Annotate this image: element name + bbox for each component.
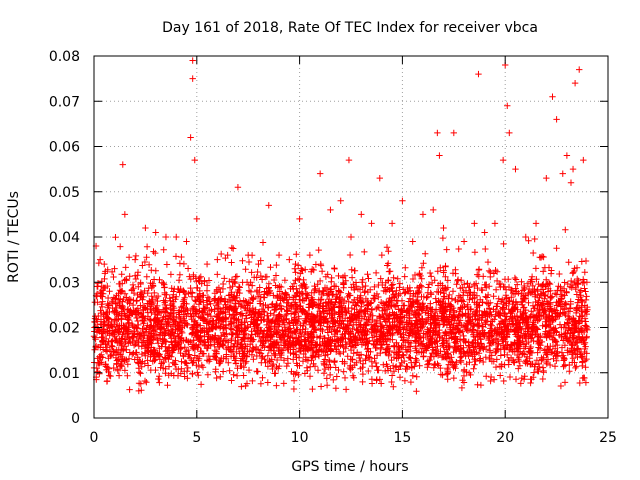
data-point	[111, 265, 118, 272]
data-point	[142, 224, 149, 232]
data-point	[101, 260, 108, 268]
data-point	[275, 251, 283, 259]
y-tick-label: 0.06	[49, 140, 80, 156]
data-point	[265, 202, 272, 209]
data-point	[436, 152, 443, 159]
data-point	[316, 170, 324, 177]
data-point	[559, 170, 566, 177]
data-point	[96, 256, 104, 263]
x-tick-label: 15	[393, 430, 411, 446]
chart-title: Day 161 of 2018, Rate Of TEC Index for r…	[162, 20, 538, 36]
data-point	[567, 179, 575, 186]
data-point	[399, 197, 406, 204]
data-point	[481, 229, 488, 236]
data-point	[419, 211, 427, 218]
y-axis-title: ROTI / TECUs	[6, 191, 22, 283]
data-point	[460, 238, 468, 245]
data-point	[571, 79, 579, 87]
data-point	[532, 220, 540, 227]
data-point	[378, 251, 386, 259]
data-point	[189, 57, 196, 64]
y-tick-label: 0	[71, 411, 80, 427]
data-point	[255, 260, 262, 268]
data-point	[499, 156, 507, 164]
data-point	[569, 165, 577, 173]
y-tick-label: 0.08	[49, 49, 80, 65]
data-point	[580, 156, 587, 164]
data-point	[152, 229, 159, 236]
data-point	[214, 256, 221, 263]
data-point	[388, 220, 396, 227]
data-point	[189, 75, 196, 82]
data-points	[90, 57, 591, 395]
data-point	[450, 129, 457, 137]
data-point	[173, 233, 180, 241]
data-point	[576, 66, 583, 73]
data-point	[543, 174, 550, 182]
data-point	[119, 161, 126, 168]
data-point	[430, 206, 437, 214]
y-tick-label: 0.01	[49, 366, 80, 382]
x-tick-label: 20	[496, 430, 514, 446]
data-point	[345, 156, 353, 164]
data-point	[347, 233, 355, 241]
x-tick-labels: 0 5 10 15 20 25	[90, 430, 617, 446]
axis-ticks	[93, 55, 609, 419]
data-point	[368, 220, 375, 227]
x-tick-label: 5	[192, 430, 201, 446]
data-point	[234, 184, 242, 191]
data-point	[512, 165, 519, 173]
data-point	[327, 206, 334, 214]
data-point	[337, 197, 344, 204]
data-point	[440, 224, 447, 232]
data-point	[187, 134, 194, 141]
data-point	[131, 256, 139, 263]
background-point-cloud	[90, 226, 591, 395]
y-tick-label: 0.05	[49, 185, 80, 201]
x-tick-label: 0	[90, 430, 99, 446]
data-point	[162, 233, 170, 241]
data-point	[549, 93, 556, 100]
data-point	[522, 233, 529, 241]
y-tick-label: 0.04	[49, 230, 80, 246]
y-tick-label: 0.07	[49, 94, 80, 110]
data-point	[553, 116, 560, 123]
x-axis-title: GPS time / hours	[291, 459, 408, 475]
data-point	[286, 256, 293, 263]
data-point	[245, 251, 252, 259]
y-tick-labels: 0 0.01 0.02 0.03 0.04 0.05 0.06 0.07 0.08	[49, 49, 80, 427]
data-point	[434, 129, 441, 137]
data-point	[191, 156, 198, 164]
data-point	[306, 251, 314, 259]
data-point	[183, 238, 190, 245]
data-point	[121, 211, 129, 218]
y-tick-label: 0.03	[49, 275, 80, 291]
data-point	[471, 220, 478, 227]
data-point	[203, 260, 211, 268]
data-point	[376, 174, 383, 182]
data-point	[409, 238, 416, 245]
data-point	[563, 152, 571, 159]
data-point	[296, 215, 303, 223]
data-point	[506, 129, 513, 137]
data-point	[504, 102, 511, 109]
data-point	[475, 70, 482, 78]
data-point	[193, 215, 200, 223]
data-point	[491, 220, 499, 227]
data-point	[358, 211, 365, 218]
y-tick-label: 0.02	[49, 321, 80, 337]
x-tick-label: 25	[599, 430, 617, 446]
x-tick-label: 10	[291, 430, 309, 446]
data-point	[224, 251, 231, 259]
